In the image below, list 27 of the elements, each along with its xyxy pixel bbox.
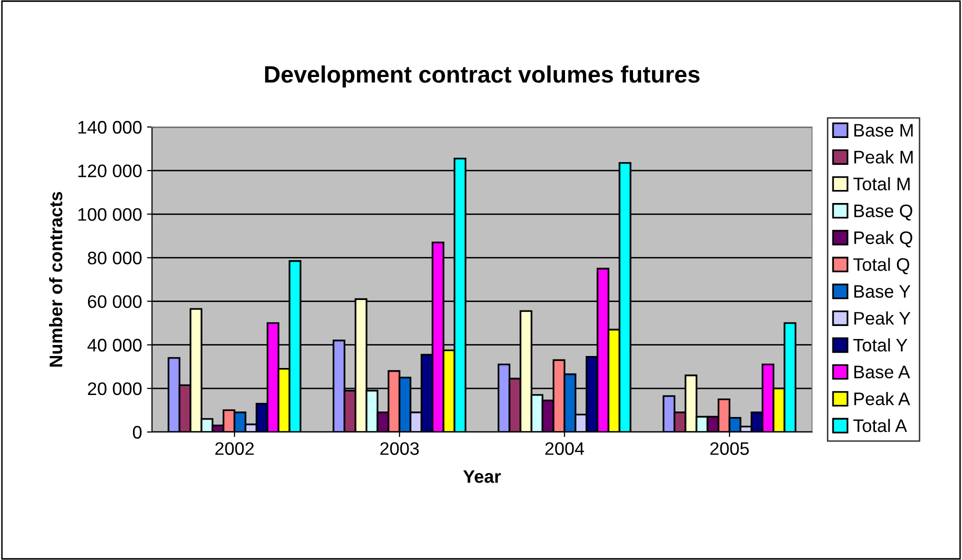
y-tick-label: 80 000 (88, 252, 142, 264)
legend-label: Base Y (854, 285, 910, 298)
legend-label: Total Q (853, 258, 910, 274)
y-tick-label: 0 (132, 426, 142, 439)
y-tick-label: 140 000 (78, 120, 142, 134)
legend-label: Base M (854, 124, 913, 137)
x-tick-label: 2003 (380, 442, 419, 455)
y-tick-label: 60 000 (88, 295, 142, 308)
y-axis-title: Number of contracts (49, 192, 62, 367)
chart-title: Development contract volumes futures (265, 65, 700, 88)
legend-label: Peak M (854, 150, 913, 164)
x-tick-label: 2004 (545, 442, 584, 455)
y-tick-label: 40 000 (87, 338, 142, 352)
x-tick-label: 2005 (710, 442, 749, 455)
legend-label: Base A (854, 366, 910, 378)
legend-label: Base Q (854, 204, 912, 220)
y-tick-label: 20 000 (88, 382, 142, 396)
y-tick-label: 100 000 (78, 208, 142, 221)
x-tick-label: 2002 (215, 442, 254, 455)
y-tick-label: 120 000 (78, 164, 142, 178)
legend-label: Peak A (854, 392, 910, 406)
legend-label: Peak Q (854, 230, 912, 248)
legend-label: Peak Y (854, 311, 910, 325)
legend-label: Total M (853, 177, 910, 190)
legend-label: Total Y (853, 338, 908, 352)
legend-label: Total A (853, 418, 908, 432)
x-axis-title: Year (463, 470, 501, 483)
